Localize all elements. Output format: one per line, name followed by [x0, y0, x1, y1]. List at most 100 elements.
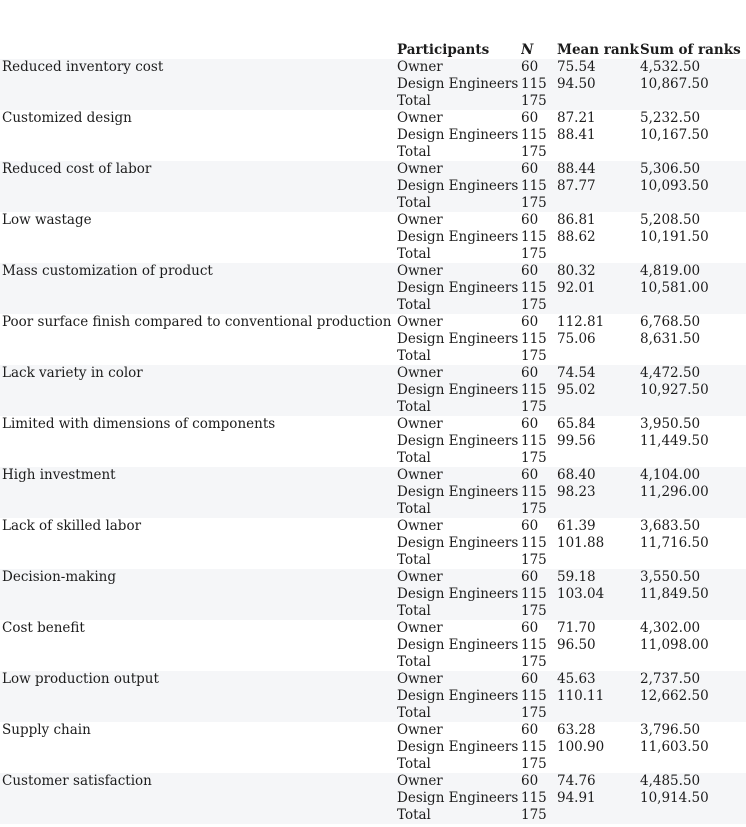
n-cell: 60 — [521, 518, 539, 534]
participant-cell: Owner — [397, 110, 443, 126]
mean-rank-cell: 65.84 — [557, 416, 596, 432]
mean-rank-cell: 74.54 — [557, 365, 640, 382]
participant-cell: Owner — [397, 59, 521, 76]
factor-cell: High investment — [0, 467, 397, 484]
table-row: Total 175 — [0, 552, 746, 569]
mean-rank-cell: 101.88 — [557, 535, 605, 551]
factor-cell — [0, 535, 397, 552]
sum-of-ranks-cell — [640, 399, 746, 416]
mean-rank-cell — [557, 603, 640, 620]
table-row: Total 175 — [0, 297, 746, 314]
participant-cell: Total — [397, 348, 431, 364]
sum-of-ranks-cell: 5,232.50 — [640, 110, 701, 126]
participant-cell: Design Engineers — [397, 127, 519, 143]
n-cell: 60 — [521, 59, 557, 76]
n-cell: 175 — [521, 705, 557, 722]
participant-cell: Design Engineers — [397, 535, 519, 551]
participant-cell: Design Engineers — [397, 433, 519, 449]
table-row: Poor surface finish compared to conventi… — [0, 314, 746, 331]
participant-cell: Owner — [397, 263, 521, 280]
factor-cell: Lack of skilled labor — [2, 518, 142, 534]
sum-of-ranks-cell: 11,098.00 — [640, 637, 709, 653]
participant-cell: Total — [397, 297, 521, 314]
sum-of-ranks-cell — [640, 501, 746, 518]
n-cell: 175 — [521, 246, 547, 262]
column-header-participants: Participants — [397, 42, 490, 58]
table-row: Total 175 — [0, 654, 746, 671]
participant-cell: Total — [397, 93, 521, 110]
mean-rank-cell: 88.41 — [557, 127, 596, 143]
n-cell: 60 — [521, 263, 557, 280]
sum-of-ranks-cell — [640, 603, 746, 620]
table-row: Total 175 — [0, 144, 746, 161]
table-row: Total 175 — [0, 450, 746, 467]
n-cell: 175 — [521, 348, 547, 364]
factor-cell — [0, 790, 397, 807]
sum-of-ranks-cell: 3,683.50 — [640, 518, 701, 534]
mean-rank-cell: 112.81 — [557, 314, 605, 330]
table-row: Design Engineers 115 98.23 11,296.00 — [0, 484, 746, 501]
n-cell: 175 — [521, 552, 547, 568]
factor-cell: Lack variety in color — [0, 365, 397, 382]
n-cell: 115 — [521, 688, 557, 705]
n-cell: 115 — [521, 280, 557, 297]
factor-cell: Decision-making — [0, 569, 397, 586]
factor-cell — [0, 93, 397, 110]
sum-of-ranks-cell — [640, 756, 746, 773]
table-row: Lack of skilled labor Owner 60 61.39 3,683.5… — [0, 518, 746, 535]
sum-of-ranks-cell: 4,302.00 — [640, 620, 701, 636]
table-body: Reduced inventory cost Owner 60 75.54 4,532.… — [0, 59, 746, 824]
factor-cell — [0, 195, 397, 212]
factor-cell — [0, 450, 397, 467]
n-cell: 175 — [521, 144, 547, 160]
sum-of-ranks-cell — [640, 348, 746, 365]
table-row: Design Engineers 115 103.04 11,849.50 — [0, 586, 746, 603]
factor-cell: Poor surface finish compared to conventi… — [2, 314, 392, 330]
column-header-sum-of-ranks: Sum of ranks — [640, 42, 741, 58]
mean-rank-cell: 98.23 — [557, 484, 640, 501]
factor-cell — [0, 229, 397, 246]
factor-cell: Reduced cost of labor — [0, 161, 397, 178]
mean-rank-cell: 68.40 — [557, 467, 640, 484]
n-cell: 60 — [521, 569, 557, 586]
participant-cell: Owner — [397, 671, 521, 688]
participant-cell: Total — [397, 195, 521, 212]
table-row: Design Engineers 115 100.90 11,603.50 — [0, 739, 746, 756]
mean-rank-cell — [557, 144, 640, 161]
factor-cell: Customized design — [2, 110, 132, 126]
n-cell: 60 — [521, 467, 557, 484]
mean-rank-cell — [557, 399, 640, 416]
sum-of-ranks-cell: 11,716.50 — [640, 535, 709, 551]
factor-cell: Low wastage — [2, 212, 92, 228]
n-cell: 115 — [521, 484, 557, 501]
sum-of-ranks-cell — [640, 705, 746, 722]
table-row: Design Engineers 115 94.50 10,867.50 — [0, 76, 746, 93]
participant-cell: Total — [397, 654, 431, 670]
participant-cell: Design Engineers — [397, 688, 521, 705]
table-row: Low production output Owner 60 45.63 2,737.5… — [0, 671, 746, 688]
n-cell: 115 — [521, 535, 547, 551]
participant-cell: Design Engineers — [397, 586, 521, 603]
table-row: Mass customization of product Owner 60 80.3… — [0, 263, 746, 280]
mean-rank-cell: 74.76 — [557, 773, 640, 790]
table-row: Total 175 — [0, 807, 746, 824]
table-row: Design Engineers 115 88.62 10,191.50 — [0, 229, 746, 246]
factor-cell — [0, 484, 397, 501]
sum-of-ranks-cell — [640, 93, 746, 110]
participant-cell: Design Engineers — [397, 382, 521, 399]
sum-of-ranks-cell — [640, 195, 746, 212]
n-cell: 175 — [521, 654, 547, 670]
factor-cell — [0, 76, 397, 93]
table-row: Limited with dimensions of components Own… — [0, 416, 746, 433]
table-row: Total 175 — [0, 501, 746, 518]
n-cell: 60 — [521, 110, 539, 126]
mean-rank-cell — [557, 552, 640, 569]
n-cell: 115 — [521, 76, 557, 93]
factor-cell — [0, 297, 397, 314]
participant-cell: Design Engineers — [397, 637, 519, 653]
table-row: High investment Owner 60 68.40 4,104.00 — [0, 467, 746, 484]
mean-rank-cell: 75.06 — [557, 331, 596, 347]
n-cell: 60 — [521, 365, 557, 382]
participant-cell: Owner — [397, 467, 521, 484]
table-row: Total 175 — [0, 246, 746, 263]
